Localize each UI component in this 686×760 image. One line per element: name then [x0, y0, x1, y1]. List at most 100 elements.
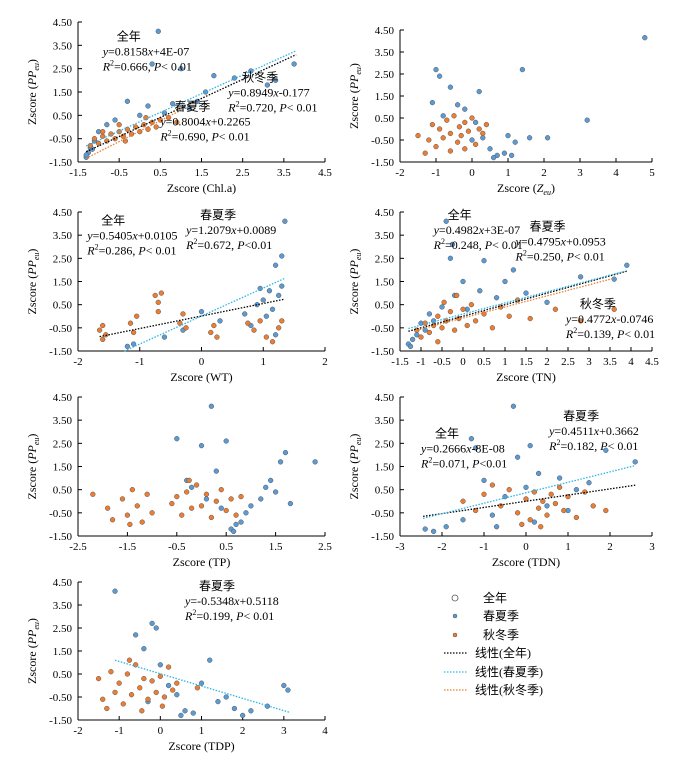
panel-zeu: -2 -1 0 1 2 3 4 5 4.50 3.50 2.50 1.50 0.50 -0.50 -1.50…	[347, 25, 655, 197]
data-point	[231, 705, 238, 712]
annotation-line: y=0.5405x+0.0105	[86, 229, 177, 243]
data-point	[134, 503, 140, 509]
annotation-line: R2=0.250, P< 0.01	[515, 249, 605, 264]
x-tick-label: 2.5	[318, 541, 332, 553]
data-point	[112, 588, 118, 594]
data-point	[182, 708, 188, 714]
data-point	[112, 689, 118, 696]
data-point	[512, 139, 518, 145]
x-tick-label: 1	[261, 356, 267, 368]
data-point	[447, 130, 454, 137]
data-point	[456, 124, 463, 130]
fit-line-ss	[422, 464, 636, 520]
data-point	[198, 308, 205, 315]
fit-line-aw	[85, 109, 182, 159]
legend-marker-all	[451, 594, 459, 602]
data-point	[100, 696, 106, 702]
data-point	[120, 133, 126, 139]
y-tick-label: -1.50	[371, 346, 394, 358]
x-tick-label: 4.5	[318, 167, 332, 179]
data-point	[422, 327, 428, 333]
x-tick-label: 0	[158, 725, 164, 737]
data-point	[223, 438, 229, 444]
data-point	[198, 443, 205, 449]
data-point	[100, 336, 106, 343]
annotation-line: R2=0.182, P< 0.01	[548, 438, 638, 453]
y-tick-label: 2.50	[53, 623, 73, 635]
data-point	[577, 274, 584, 280]
data-point	[208, 514, 215, 521]
data-point	[458, 132, 464, 139]
data-point	[544, 135, 551, 141]
data-point	[124, 343, 131, 350]
data-point	[180, 311, 186, 317]
data-point	[285, 687, 291, 693]
legend-item-spring-summer: 春夏季	[452, 609, 519, 623]
y-tick-label: 1.50	[375, 277, 395, 289]
data-point	[266, 288, 273, 294]
annotation-line: y=0.8949x-0.177	[227, 86, 309, 100]
data-point	[174, 493, 180, 500]
data-point	[468, 436, 475, 442]
data-point	[441, 299, 447, 306]
data-point	[174, 119, 180, 125]
y-tick-label: 2.50	[53, 64, 73, 76]
data-point	[174, 680, 180, 686]
data-point	[215, 698, 221, 705]
data-point	[447, 308, 454, 315]
y-tick-label: -1.50	[371, 531, 394, 543]
x-tick-label: 3	[577, 167, 583, 179]
x-tick-label: -0.5	[110, 167, 128, 179]
data-point	[130, 329, 137, 336]
y-tick-label: 3.50	[375, 47, 395, 59]
data-point	[527, 315, 533, 322]
data-point	[556, 475, 563, 481]
data-point	[211, 322, 217, 329]
y-tick-label: 4.50	[375, 25, 395, 37]
data-point	[272, 77, 279, 83]
data-point	[451, 113, 457, 119]
data-point	[132, 632, 139, 638]
data-point	[435, 313, 441, 319]
data-point	[476, 126, 482, 132]
series-autumn-winter	[95, 657, 201, 714]
data-point	[510, 267, 517, 273]
data-point	[91, 136, 98, 142]
data-point	[561, 507, 567, 514]
x-tick-label: 2	[544, 356, 550, 368]
data-point	[460, 498, 466, 504]
data-point	[462, 106, 468, 112]
data-point	[481, 311, 487, 317]
data-point	[454, 102, 461, 108]
y-axis-title: Zscore (PPeu)	[347, 63, 363, 129]
series-spring-summer	[405, 218, 630, 350]
data-point	[129, 487, 135, 493]
y-tick-label: 3.50	[375, 230, 395, 242]
y-tick-label: 3.50	[375, 415, 395, 427]
data-point	[642, 35, 648, 41]
data-point	[552, 306, 559, 312]
data-point	[194, 685, 201, 691]
data-point	[83, 152, 89, 158]
annotation-line: 秋冬季	[580, 296, 616, 311]
y-tick-label: -0.50	[49, 323, 72, 335]
data-point	[179, 512, 185, 518]
annotation-line: y=0.2666x-8E-08	[420, 442, 505, 456]
data-point	[139, 708, 145, 714]
data-point	[124, 98, 131, 104]
data-point	[490, 154, 497, 161]
data-point	[527, 443, 533, 449]
y-tick-label: 4.50	[53, 392, 73, 404]
data-point	[443, 218, 449, 224]
data-point	[418, 334, 424, 340]
y-tick-label: -1.50	[371, 157, 394, 169]
legend-item-all: 全年	[451, 590, 507, 605]
x-tick-label: 3	[281, 725, 287, 737]
y-tick-label: 0.50	[375, 300, 395, 312]
x-axis-title: Zscore (TN)	[496, 370, 556, 384]
data-point	[439, 325, 445, 331]
y-tick-label: 4.50	[375, 207, 395, 219]
data-point	[279, 318, 285, 324]
